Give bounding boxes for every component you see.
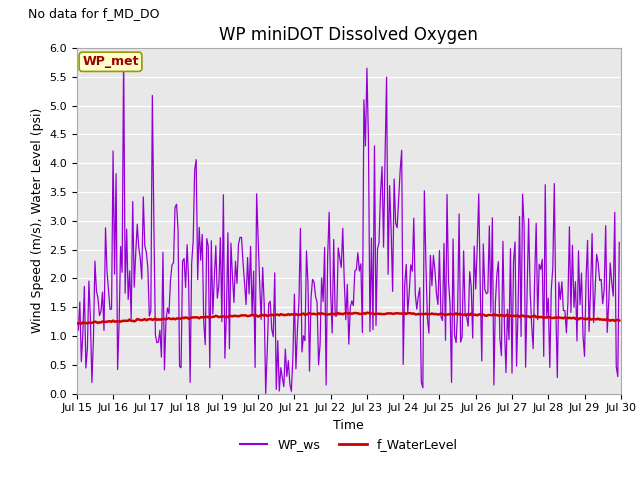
X-axis label: Time: Time: [333, 419, 364, 432]
Y-axis label: Wind Speed (m/s), Water Level (psi): Wind Speed (m/s), Water Level (psi): [31, 108, 44, 334]
Text: WP_met: WP_met: [82, 55, 139, 68]
Legend: WP_ws, f_WaterLevel: WP_ws, f_WaterLevel: [235, 433, 463, 456]
Text: No data for f_MD_DO: No data for f_MD_DO: [28, 7, 159, 20]
Title: WP miniDOT Dissolved Oxygen: WP miniDOT Dissolved Oxygen: [220, 25, 478, 44]
